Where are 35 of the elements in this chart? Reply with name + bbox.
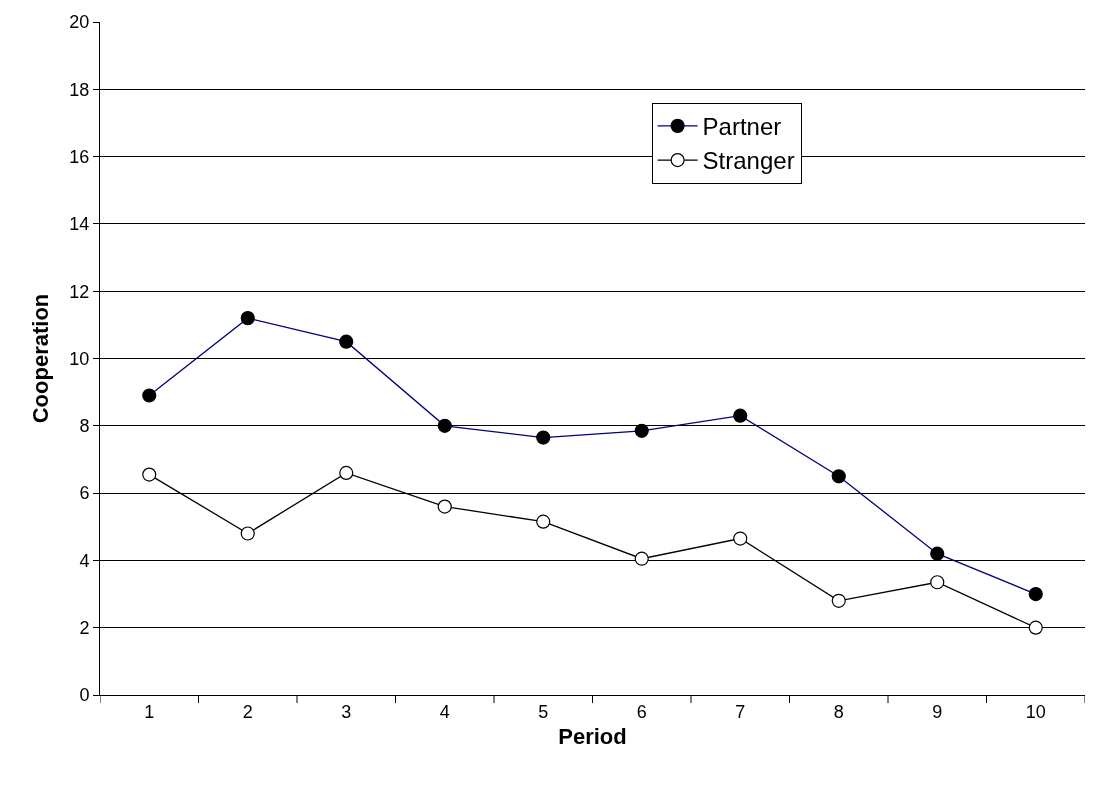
y-tick-label: 12 [69, 281, 90, 302]
point [240, 526, 255, 541]
x-tick-label: 1 [144, 701, 155, 722]
legend-label: Stranger [702, 147, 795, 175]
y-tick-label: 20 [69, 12, 90, 33]
x-tick-label: 3 [341, 701, 352, 722]
x-tick-label: 5 [538, 701, 549, 722]
x-axis-title: Period [558, 724, 627, 750]
x-tick-label: 2 [242, 701, 253, 722]
x-tick-label: 7 [735, 701, 746, 722]
x-tick-label: 9 [932, 701, 943, 722]
x-tick-label: 6 [636, 701, 647, 722]
point [634, 551, 649, 566]
y-axis-title: Cooperation [28, 293, 54, 424]
point [536, 514, 551, 529]
point [930, 575, 945, 590]
y-tick-label: 2 [79, 618, 90, 638]
y-tick-label: 10 [69, 348, 90, 369]
x-tick-label: 4 [439, 701, 450, 722]
point [733, 531, 748, 546]
legend-label: Partner [702, 113, 782, 141]
y-tick-label: 8 [79, 416, 90, 437]
point [437, 499, 452, 514]
point [339, 465, 354, 480]
y-tick-label: 6 [79, 483, 90, 504]
y-tick-label: 14 [69, 214, 90, 235]
y-tick-label: 4 [79, 550, 90, 571]
point [831, 593, 846, 608]
y-tick-label: 0 [79, 685, 90, 706]
point [1028, 620, 1043, 635]
y-tick-label: 18 [69, 79, 90, 100]
x-tick-label: 10 [1025, 701, 1046, 722]
point [142, 467, 157, 482]
x-tick-label: 8 [833, 701, 844, 722]
y-tick-label: 16 [69, 146, 90, 167]
